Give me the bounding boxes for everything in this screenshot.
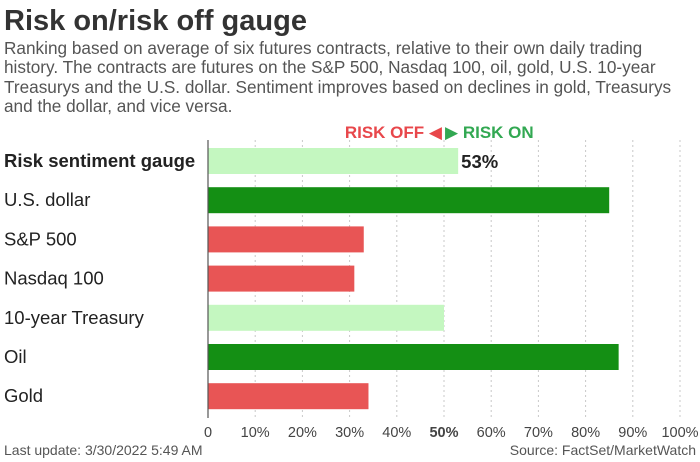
chart-subtitle: Ranking based on average of six futures … [4,38,672,117]
bar [208,187,610,214]
bar [208,226,364,253]
category-label: Nasdaq 100 [4,268,104,289]
category-label: U.S. dollar [4,189,90,210]
x-tick-label: 70% [524,425,553,441]
source-note: Source: FactSet/MarketWatch [509,442,696,458]
x-tick-label: 40% [382,425,411,441]
last-update: Last update: 3/30/2022 5:49 AM [4,442,203,458]
x-tick-label: 90% [618,425,647,441]
bar [208,265,355,292]
x-tick-label: 0 [204,425,212,441]
bar [208,344,619,370]
legend-risk-off: RISK OFF ◀ [300,122,442,144]
data-label: 53% [461,151,498,172]
x-tick-label: 100% [661,425,698,441]
category-label: 10-year Treasury [4,307,145,328]
x-tick-label: 30% [335,425,364,441]
arrow-right-icon: ▶ [445,123,459,142]
category-label: Risk sentiment gauge [4,150,195,171]
category-label: Gold [4,385,43,406]
x-tick-label: 80% [571,425,600,441]
chart-title: Risk on/risk off gauge [4,5,307,37]
bar [208,383,369,410]
x-tick-label: 20% [288,425,317,441]
x-tick-label: 50% [429,425,458,441]
risk-on-label: RISK ON [462,123,534,142]
legend-risk-on: ▶ RISK ON [445,122,534,144]
category-label: S&P 500 [4,228,77,249]
bar [208,304,444,331]
x-tick-label: 10% [241,425,270,441]
x-tick-label: 60% [477,425,506,441]
risk-off-label: RISK OFF [344,123,425,142]
arrow-left-icon: ◀ [428,123,442,142]
bar [208,148,459,174]
category-label: Oil [4,346,27,367]
